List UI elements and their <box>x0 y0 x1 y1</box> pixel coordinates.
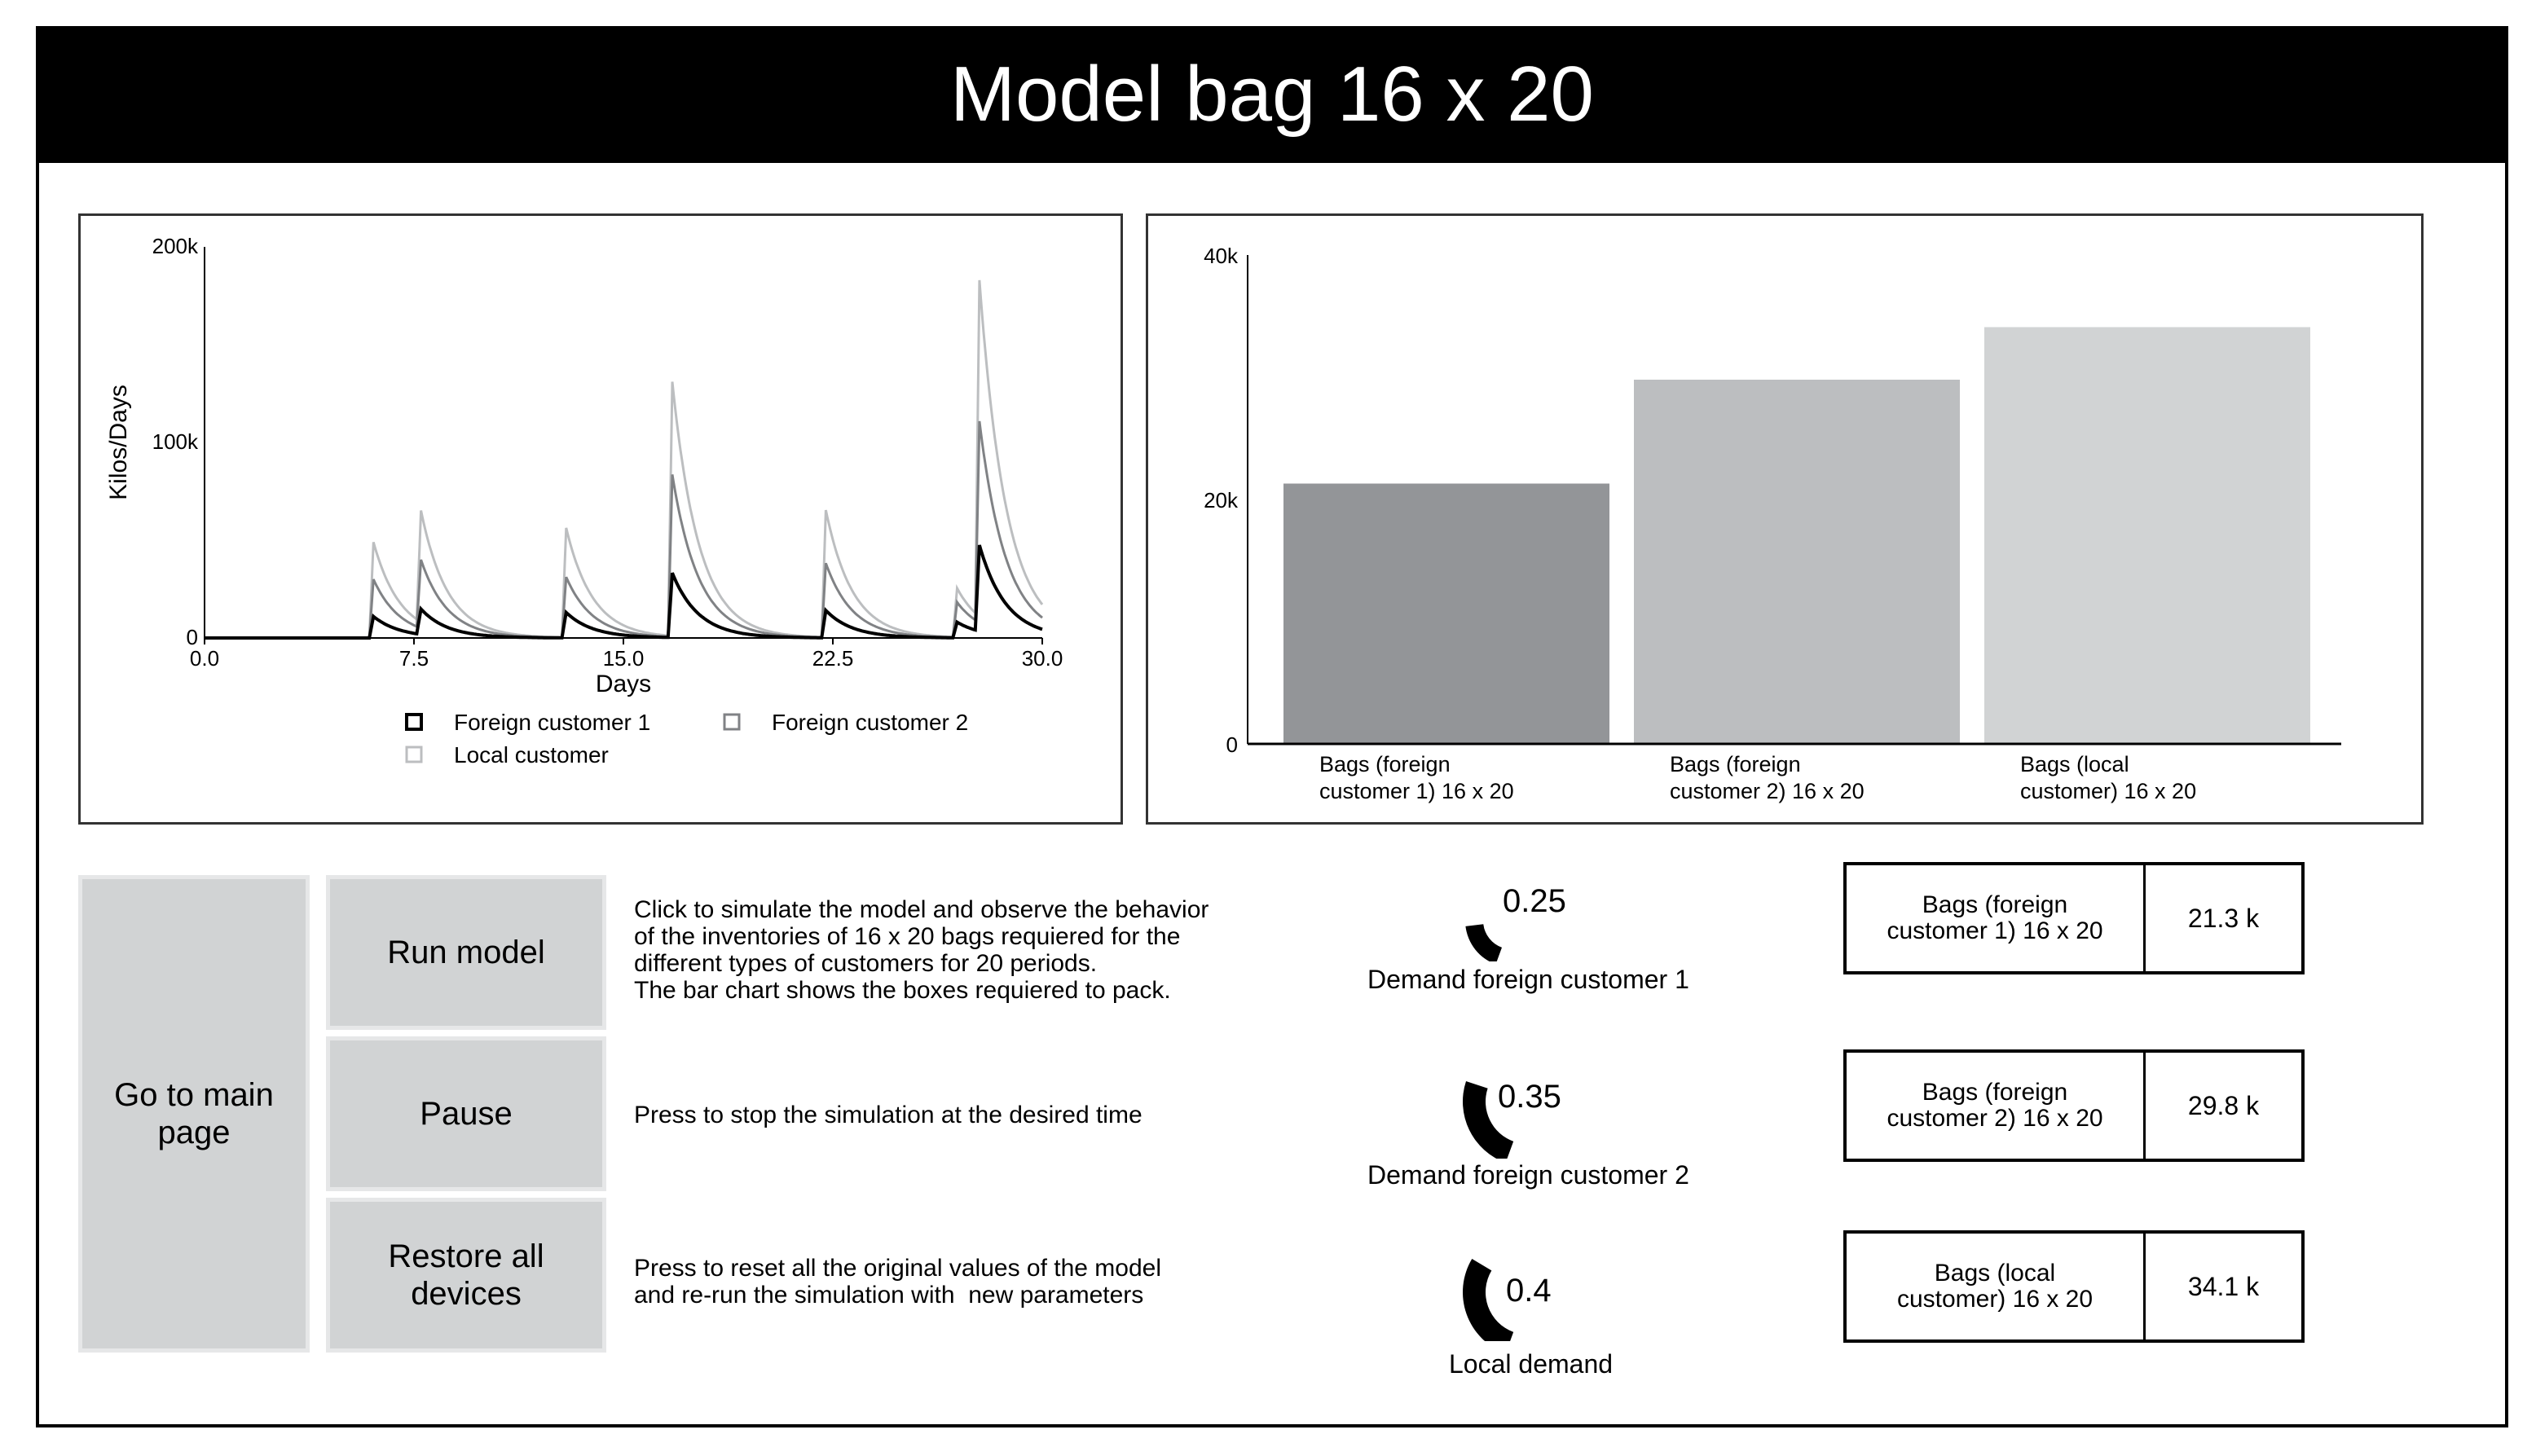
series-line-1 <box>205 544 1043 640</box>
legend-label-2: Foreign customer 2 <box>772 710 968 735</box>
y-tick-label: 40k <box>1204 244 1239 268</box>
x-tick-label: 0.0 <box>190 646 219 671</box>
output-label: Bags (foreign customer 2) 16 x 20 <box>1847 1053 2146 1159</box>
go-to-main-page-label: Go to main page <box>114 1077 274 1150</box>
pause-label: Pause <box>420 1096 513 1132</box>
gauge-arc-1 <box>1465 924 1502 961</box>
series-line-3 <box>205 279 1044 640</box>
x-tick-label: 7.5 <box>399 646 429 671</box>
y-tick-label: 0 <box>187 625 198 649</box>
y-tick-label: 200k <box>152 234 199 258</box>
pause-description: Press to stop the simulation at the desi… <box>634 1102 1143 1128</box>
pause-button[interactable]: Pause <box>326 1036 606 1191</box>
x-tick-label: 30.0 <box>1022 646 1063 671</box>
bar-2 <box>1634 380 1960 744</box>
restore-all-devices-button[interactable]: Restore all devices <box>326 1198 606 1353</box>
title-text: Model bag 16 x 20 <box>950 51 1594 138</box>
output-bags-foreign-customer-2: Bags (foreign customer 2) 16 x 20 29.8 k <box>1843 1049 2305 1162</box>
category-label-1: Bags (foreign customer 1) 16 x 20 <box>1319 752 1514 803</box>
y-tick-label: 0 <box>1226 732 1238 757</box>
local-demand-label: Local demand <box>1449 1349 1614 1379</box>
demand-foreign-customer-1-label: Demand foreign customer 1 <box>1367 965 1689 994</box>
line-chart-panel: 0.0 7.5 15.0 22.5 30.0 0 100k 200k Days Kilos/Day… <box>78 213 1123 825</box>
output-value: 29.8 k <box>2187 1090 2260 1120</box>
go-to-main-page-button[interactable]: Go to main page <box>78 875 310 1353</box>
restore-description: Press to reset all the original values o… <box>634 1255 1162 1309</box>
bar-chart-panel: 0 20k 40k Bags (foreign customer 1) 16 x 20 B… <box>1146 213 2424 825</box>
output-label: Bags (local customer) 16 x 20 <box>1847 1234 2146 1339</box>
category-label-2: Bags (foreign customer 2) 16 x 20 <box>1670 752 1865 803</box>
run-model-button[interactable]: Run model <box>326 875 606 1030</box>
x-axis-label: Days <box>596 671 651 697</box>
page-title: Model bag 16 x 20 <box>36 26 2508 163</box>
output-bags-foreign-customer-1: Bags (foreign customer 1) 16 x 20 21.3 k <box>1843 862 2305 974</box>
local-demand-gauge[interactable] <box>1434 1219 1548 1341</box>
demand-foreign-customer-1-value: 0.25 <box>1503 883 1566 919</box>
run-model-label: Run model <box>387 935 545 970</box>
legend-swatch-3 <box>405 746 423 763</box>
run-model-description: Click to simulate the model and observe … <box>634 896 1209 1004</box>
demand-foreign-customer-2-gauge[interactable] <box>1434 1036 1548 1159</box>
output-label: Bags (foreign customer 1) 16 x 20 <box>1847 865 2146 971</box>
bar-chart: 0 20k 40k Bags (foreign customer 1) 16 x 20 B… <box>1204 244 2341 803</box>
x-tick-label: 15.0 <box>603 646 645 671</box>
legend-label-1: Foreign customer 1 <box>454 710 650 735</box>
local-demand-value: 0.4 <box>1506 1273 1552 1309</box>
demand-foreign-customer-1-gauge[interactable] <box>1434 864 1532 961</box>
gauge-arc-2 <box>1463 1080 1514 1159</box>
bar-1 <box>1283 483 1609 744</box>
legend-swatch-2 <box>723 713 741 731</box>
legend-label-3: Local customer <box>454 742 609 768</box>
y-axis-label: Kilos/Days <box>105 385 132 500</box>
restore-all-devices-label: Restore all devices <box>388 1238 544 1312</box>
demand-foreign-customer-2-label: Demand foreign customer 2 <box>1367 1160 1689 1190</box>
series-line-2 <box>205 420 1043 640</box>
legend-swatch-1 <box>405 713 423 731</box>
output-bags-local-customer: Bags (local customer) 16 x 20 34.1 k <box>1843 1230 2305 1343</box>
gauge-arc-3 <box>1463 1258 1514 1341</box>
output-value: 34.1 k <box>2187 1271 2260 1301</box>
category-label-3: Bags (local customer) 16 x 20 <box>2020 752 2196 803</box>
y-tick-label: 100k <box>152 429 199 454</box>
x-tick-label: 22.5 <box>812 646 854 671</box>
bar-3 <box>1984 327 2310 744</box>
output-value: 21.3 k <box>2187 903 2260 933</box>
line-chart: 0.0 7.5 15.0 22.5 30.0 0 100k 200k Days Kilos/Day… <box>105 234 1063 768</box>
demand-foreign-customer-2-value: 0.35 <box>1498 1079 1561 1115</box>
y-tick-label: 20k <box>1204 488 1239 512</box>
